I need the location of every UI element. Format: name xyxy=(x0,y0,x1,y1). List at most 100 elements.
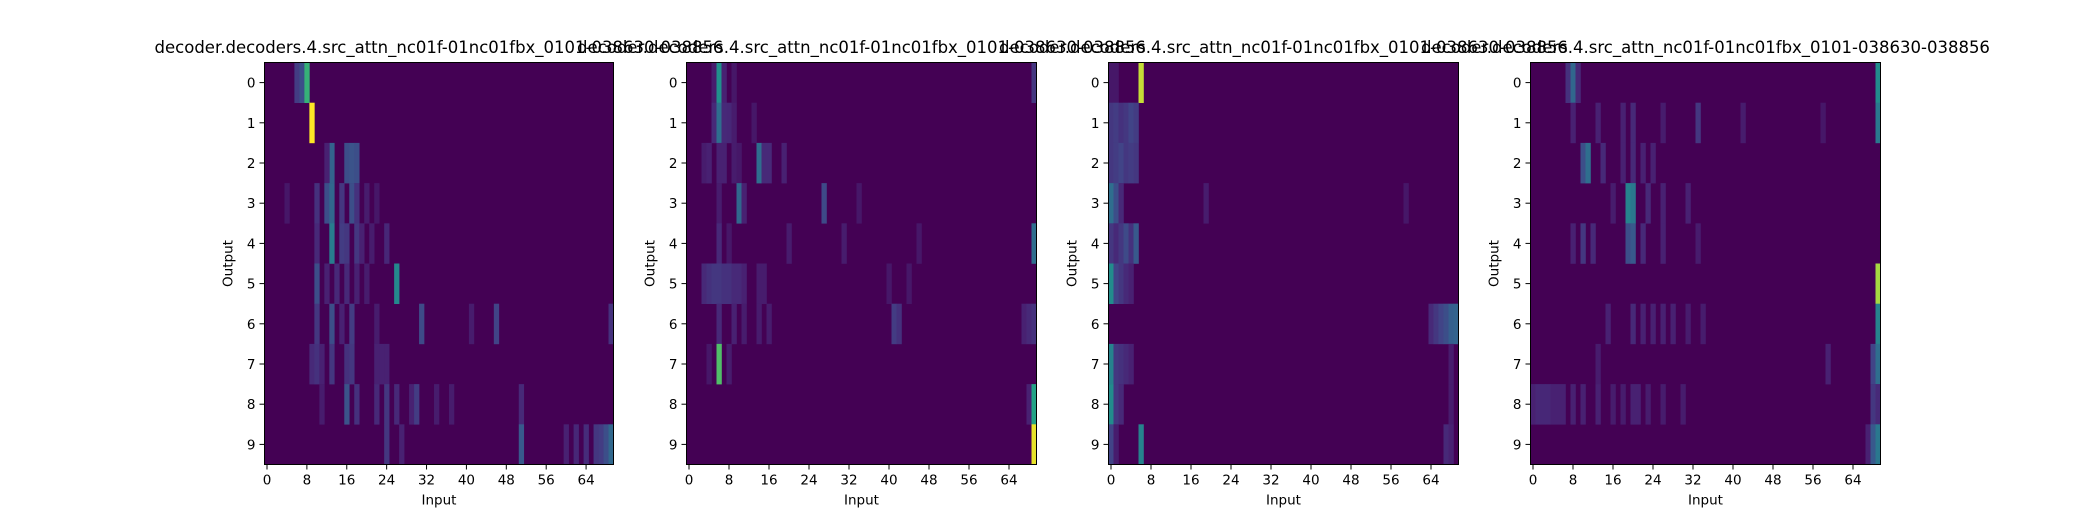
heatmap-cell xyxy=(1590,223,1596,264)
x-tick-label: 16 xyxy=(1182,473,1199,489)
y-tick-label: 1 xyxy=(1513,116,1522,132)
heatmap-cell xyxy=(756,263,762,304)
heatmap-cell xyxy=(394,384,400,425)
heatmap-cell xyxy=(354,183,360,224)
heatmap-cell xyxy=(573,424,579,465)
x-tick-label: 24 xyxy=(800,473,817,489)
plot-frame xyxy=(264,62,614,465)
heatmap-cell xyxy=(344,384,350,425)
heatmap-cell xyxy=(1870,343,1876,385)
heatmap-cell xyxy=(434,384,440,425)
heatmap-cell xyxy=(1403,183,1409,224)
heatmap-cell xyxy=(1545,384,1551,425)
heatmap-cell xyxy=(359,223,365,264)
heatmap-cell xyxy=(886,263,892,304)
y-tick-label: 0 xyxy=(669,76,678,92)
y-axis-label: Output xyxy=(221,240,237,287)
x-tick-label: 0 xyxy=(1529,473,1538,489)
heatmap-cell xyxy=(344,223,350,264)
heatmap-cell xyxy=(701,263,707,304)
y-tick-label: 7 xyxy=(1513,357,1522,373)
heatmap-cell xyxy=(354,263,360,304)
heatmap-cell xyxy=(1680,384,1686,425)
heatmap-cell xyxy=(399,424,405,465)
heatmap-cell xyxy=(1685,303,1691,345)
heatmap-cell xyxy=(314,303,320,345)
heatmap-cell xyxy=(329,343,335,385)
heatmap-cell xyxy=(1108,424,1114,465)
x-tick-label: 32 xyxy=(1684,473,1701,489)
heatmap-cell xyxy=(736,183,742,224)
y-tick-label: 9 xyxy=(1091,437,1100,453)
heatmap-cell xyxy=(856,183,862,224)
heatmap-cell xyxy=(284,183,290,224)
y-tick-label: 3 xyxy=(1091,196,1100,212)
heatmap-cell xyxy=(1113,183,1119,224)
x-tick-label: 40 xyxy=(458,473,475,489)
x-tick-label: 48 xyxy=(920,473,937,489)
panel-3-title: decoder.decoders.4.src_attn_nc01f-01nc01… xyxy=(999,38,1568,58)
heatmap-cell xyxy=(1870,424,1876,465)
heatmap-cell xyxy=(344,343,350,385)
heatmap-cell xyxy=(1031,424,1037,465)
heatmap-cell xyxy=(1113,62,1119,103)
x-tick-label: 0 xyxy=(1107,473,1116,489)
heatmap-cell xyxy=(891,303,897,345)
y-tick-label: 5 xyxy=(1513,277,1522,293)
heatmap-cell xyxy=(603,424,609,465)
y-tick-label: 9 xyxy=(1513,437,1522,453)
heatmap-cell xyxy=(751,102,757,144)
heatmap-cell xyxy=(1530,384,1536,425)
heatmap-cell xyxy=(1031,303,1037,345)
heatmap-cell xyxy=(1108,62,1114,103)
heatmap-cell xyxy=(1660,303,1666,345)
heatmap-cell xyxy=(1875,62,1881,103)
heatmap-cell xyxy=(1448,424,1454,465)
heatmap-cell xyxy=(309,343,315,385)
heatmap-cell xyxy=(324,183,330,224)
x-tick-label: 48 xyxy=(498,473,515,489)
heatmap-cell xyxy=(1640,223,1646,264)
heatmap-cell xyxy=(1640,142,1646,184)
heatmap-cell xyxy=(329,183,335,224)
heatmap-cell xyxy=(1113,102,1119,144)
heatmap-cell xyxy=(1570,102,1576,144)
x-tick-label: 24 xyxy=(378,473,395,489)
heatmap-cell xyxy=(1560,384,1566,425)
heatmap-cell xyxy=(1595,384,1601,425)
heatmap-cell xyxy=(1453,303,1459,345)
heatmap-cell xyxy=(1625,183,1631,224)
heatmap-cell xyxy=(1108,183,1114,224)
x-tick-label: 64 xyxy=(1844,473,1861,489)
heatmap-cell xyxy=(1123,223,1129,264)
heatmap-cell xyxy=(1448,384,1454,425)
heatmap-cell xyxy=(583,424,589,465)
y-tick-label: 5 xyxy=(247,277,256,293)
heatmap-cell xyxy=(711,102,717,144)
heatmap-cell xyxy=(1118,263,1124,304)
heatmap-cell xyxy=(761,142,767,184)
heatmap-cell xyxy=(349,142,355,184)
heatmap-cell xyxy=(1630,102,1636,144)
x-tick-label: 48 xyxy=(1764,473,1781,489)
heatmap-cell xyxy=(384,343,390,385)
heatmap-cell xyxy=(1133,223,1139,264)
heatmap-cell xyxy=(1630,384,1636,425)
heatmap-cell xyxy=(721,62,727,103)
heatmap-cell xyxy=(364,263,370,304)
heatmap-cell xyxy=(1123,263,1129,304)
panel-2-title: decoder.decoders.4.src_attn_nc01f-01nc01… xyxy=(577,38,1146,58)
heatmap-cell xyxy=(756,303,762,345)
heatmap-cell xyxy=(1585,142,1591,184)
heatmap-cell xyxy=(1108,223,1114,264)
heatmap-cell xyxy=(409,384,415,425)
y-tick-label: 0 xyxy=(1513,76,1522,92)
heatmap-cell xyxy=(374,343,380,385)
heatmap-cell xyxy=(1630,183,1636,224)
heatmap-cell xyxy=(1565,62,1571,103)
x-tick-label: 32 xyxy=(840,473,857,489)
heatmap-cell xyxy=(731,142,737,184)
heatmap-cell xyxy=(1630,142,1636,184)
heatmap-cell xyxy=(716,142,722,184)
heatmap-cell xyxy=(608,303,614,345)
